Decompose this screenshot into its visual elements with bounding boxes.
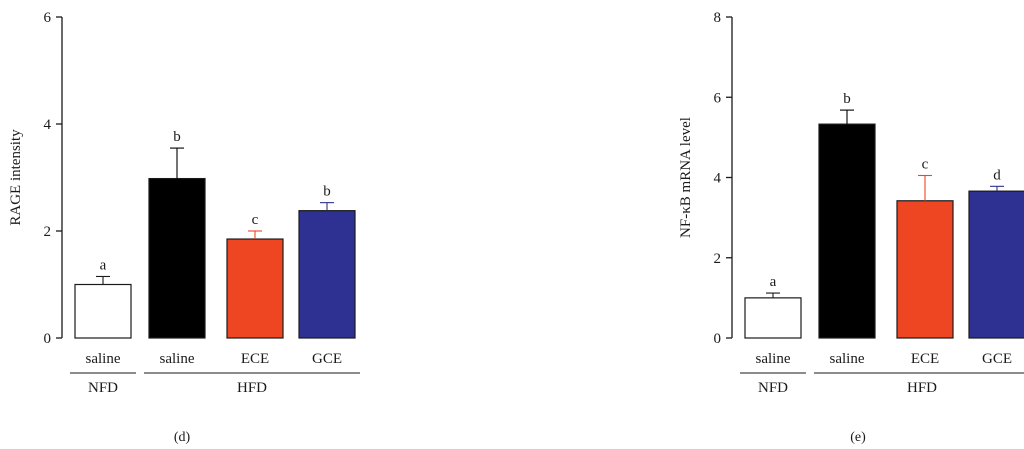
significance-letter: d [993, 167, 1001, 183]
bar-saline-0 [744, 297, 802, 339]
panel-label: (e) [850, 430, 866, 445]
y-tick-label: 6 [714, 90, 722, 106]
significance-letter: c [922, 156, 929, 172]
x-category-label: ECE [911, 351, 939, 367]
y-tick-label: 2 [44, 224, 52, 240]
x-category-label: GCE [312, 351, 342, 367]
bar-gce-3 [298, 210, 356, 339]
x-category-label: saline [830, 351, 865, 367]
panel-label: (d) [174, 430, 191, 445]
y-tick-label: 2 [714, 251, 722, 267]
bar-gce-3 [968, 190, 1024, 339]
y-tick-label: 6 [44, 10, 52, 26]
bar-ece-2 [226, 238, 284, 339]
group-label: HFD [907, 380, 937, 396]
x-category-label: saline [86, 351, 121, 367]
bar-saline-1 [818, 123, 876, 339]
significance-letter: a [770, 274, 777, 290]
y-tick-label: 4 [714, 171, 722, 187]
chart-panel-e: 0 2 4 6 8 NF-κB mRNA level a saline b saline c ECE d… [678, 10, 1024, 445]
y-tick-label: 0 [44, 331, 52, 347]
y-axis-label: NF-κB mRNA level [678, 117, 694, 238]
y-tick-label: 0 [714, 331, 722, 347]
bar-saline-0 [74, 283, 132, 339]
y-axis-label: RAGE intensity [8, 129, 24, 226]
significance-letter: c [252, 212, 259, 228]
group-label: NFD [758, 380, 788, 396]
bar-saline-1 [148, 177, 206, 339]
group-label: NFD [88, 380, 118, 396]
x-category-label: GCE [982, 351, 1012, 367]
significance-letter: b [843, 91, 851, 107]
x-category-label: saline [756, 351, 791, 367]
significance-letter: a [100, 257, 107, 273]
y-tick-label: 8 [714, 10, 722, 26]
x-category-label: saline [160, 351, 195, 367]
y-tick-label: 4 [44, 117, 52, 133]
x-category-label: ECE [241, 351, 269, 367]
significance-letter: b [173, 129, 181, 145]
significance-letter: b [323, 184, 331, 200]
bar-ece-2 [896, 200, 954, 339]
group-label: HFD [237, 380, 267, 396]
chart-panel-d: 0 2 4 6 RAGE intensity a saline b saline c ECE b GCE… [8, 10, 360, 445]
